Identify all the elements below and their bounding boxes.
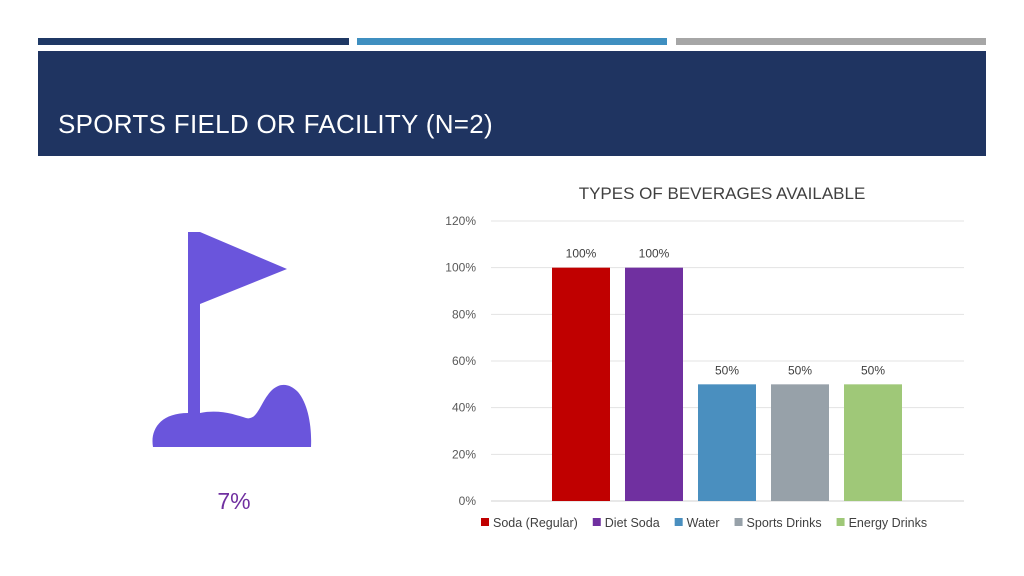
legend-swatch xyxy=(734,518,743,526)
chart-canvas: TYPES OF BEVERAGES AVAILABLE 0% 20% 40% 60%… xyxy=(445,184,964,530)
y-tick-label: 20% xyxy=(452,447,476,461)
bar-sports-drinks xyxy=(771,384,829,501)
bar-energy-drinks xyxy=(844,384,902,501)
bar-diet-soda xyxy=(625,267,683,501)
legend-swatch xyxy=(674,518,683,526)
stat-percentage: 7% xyxy=(217,488,251,514)
golf-flag-icon xyxy=(152,232,312,447)
data-label: 100% xyxy=(566,247,597,261)
legend-label: Sports Drinks xyxy=(747,516,822,530)
legend-swatch xyxy=(836,518,845,526)
chart-title: TYPES OF BEVERAGES AVAILABLE xyxy=(579,184,866,203)
title-banner: SPORTS FIELD OR FACILITY (N=2) xyxy=(38,51,986,156)
legend-item: Sports Drinks xyxy=(734,516,822,530)
data-label: 50% xyxy=(861,363,885,377)
legend-swatch xyxy=(592,518,601,526)
legend-item: Water xyxy=(674,516,720,530)
y-tick-label: 0% xyxy=(459,494,477,508)
y-tick-label: 80% xyxy=(452,307,476,321)
y-tick-label: 120% xyxy=(445,214,476,228)
y-tick-label: 60% xyxy=(452,354,476,368)
top-stripe-gray xyxy=(676,38,986,45)
legend-item: Diet Soda xyxy=(592,516,660,530)
legend-swatch xyxy=(481,518,489,526)
data-label: 50% xyxy=(788,363,812,377)
slide-title: SPORTS FIELD OR FACILITY (N=2) xyxy=(58,109,493,139)
bar-water xyxy=(698,384,756,501)
y-tick-label: 100% xyxy=(445,261,476,275)
legend-item: Energy Drinks xyxy=(836,516,928,530)
data-label: 50% xyxy=(715,363,739,377)
data-label: 100% xyxy=(639,247,670,261)
top-stripe-navy xyxy=(38,38,349,45)
bar-chart: TYPES OF BEVERAGES AVAILABLE 0% 20% 40% 60%… xyxy=(420,170,1000,550)
bar-soda-regular xyxy=(552,267,610,501)
legend-label: Water xyxy=(687,516,720,530)
top-stripe-blue xyxy=(357,38,667,45)
legend-label: Diet Soda xyxy=(605,516,660,530)
legend-item: Soda (Regular) xyxy=(481,516,578,530)
legend-label: Energy Drinks xyxy=(849,516,928,530)
y-tick-label: 40% xyxy=(452,401,476,415)
legend-label: Soda (Regular) xyxy=(493,516,578,530)
